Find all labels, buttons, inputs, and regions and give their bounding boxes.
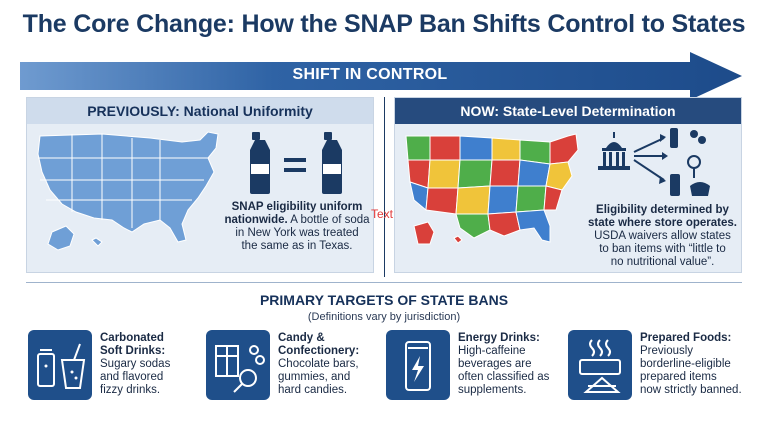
shift-arrow: SHIFT IN CONTROL xyxy=(20,52,745,102)
now-heading: NOW: State-Level Determination xyxy=(395,98,741,124)
card-heading-2: Confectionery: xyxy=(278,345,360,357)
us-map-states xyxy=(405,133,579,245)
card-line: beverages are xyxy=(458,358,532,370)
card-line: supplements. xyxy=(458,384,527,396)
panel-divider xyxy=(384,97,385,277)
card-line: Previously xyxy=(640,345,694,357)
caption-bold-2: state where store operates. xyxy=(588,217,737,229)
previous-heading: PREVIOUSLY: National Uniformity xyxy=(27,98,373,124)
caption-bold-1: Eligibility determined by xyxy=(596,204,729,216)
card-heading-1: Prepared Foods: xyxy=(640,332,732,344)
card-text: Carbonated Soft Drinks: Sugary sodas and… xyxy=(100,332,190,397)
card-heading-1: Candy & xyxy=(278,332,325,344)
caption-line-4: the same as in Texas. xyxy=(241,240,353,252)
arrow-label: SHIFT IN CONTROL xyxy=(292,66,448,83)
us-map-uniform xyxy=(37,131,219,251)
capitol-to-banned-items-icon xyxy=(598,128,710,196)
prepared-food-icon xyxy=(568,330,632,400)
targets-title: PRIMARY TARGETS OF STATE BANS xyxy=(259,292,509,308)
card-heading-1: Energy Drinks: xyxy=(458,332,540,344)
soda-bottles-equal-icon xyxy=(250,132,342,194)
page-title: The Core Change: How the SNAP Ban Shifts… xyxy=(22,10,746,38)
card-heading-1: Carbonated xyxy=(100,332,164,344)
card-heading-2: Soft Drinks: xyxy=(100,345,166,357)
targets-subtitle: (Definitions vary by jurisdiction) xyxy=(307,311,461,323)
caption-rest-1: A bottle of soda xyxy=(287,214,370,226)
soda-cans-icon xyxy=(28,330,92,400)
card-line: borderline-eligible xyxy=(640,358,731,370)
card-line: now strictly banned. xyxy=(640,384,742,396)
previous-caption: SNAP eligibility uniform nationwide. A b… xyxy=(222,201,372,253)
card-text: Energy Drinks: High-caffeine beverages a… xyxy=(458,332,558,397)
card-text: Candy & Confectionery: Chocolate bars, g… xyxy=(278,332,374,397)
section-divider xyxy=(26,282,742,283)
caption-bold-1: SNAP eligibility uniform xyxy=(231,201,363,213)
card-line: High-caffeine xyxy=(458,345,526,357)
card-line: fizzy drinks. xyxy=(100,384,161,396)
stray-text: Text xyxy=(371,207,394,221)
card-line: gummies, and xyxy=(278,371,351,383)
card-line: prepared items xyxy=(640,371,717,383)
caption-line-3: USDA waivers allow states xyxy=(594,230,731,242)
card-text: Prepared Foods: Previously borderline-el… xyxy=(640,332,750,397)
energy-drink-icon xyxy=(386,330,450,400)
caption-line-4: to ban items with “little to xyxy=(599,243,726,255)
caption-line-3: in New York was treated xyxy=(235,227,359,239)
caption-line-5: no nutritional value”. xyxy=(610,256,715,268)
card-line: often classified as xyxy=(458,371,550,383)
card-line: hard candies. xyxy=(278,384,348,396)
card-line: and flavored xyxy=(100,371,164,383)
caption-bold-2: nationwide. xyxy=(224,214,288,226)
card-line: Chocolate bars, xyxy=(278,358,359,370)
card-line: Sugary sodas xyxy=(100,358,171,370)
now-caption: Eligibility determined by state where st… xyxy=(580,204,745,269)
candy-icon xyxy=(206,330,270,400)
